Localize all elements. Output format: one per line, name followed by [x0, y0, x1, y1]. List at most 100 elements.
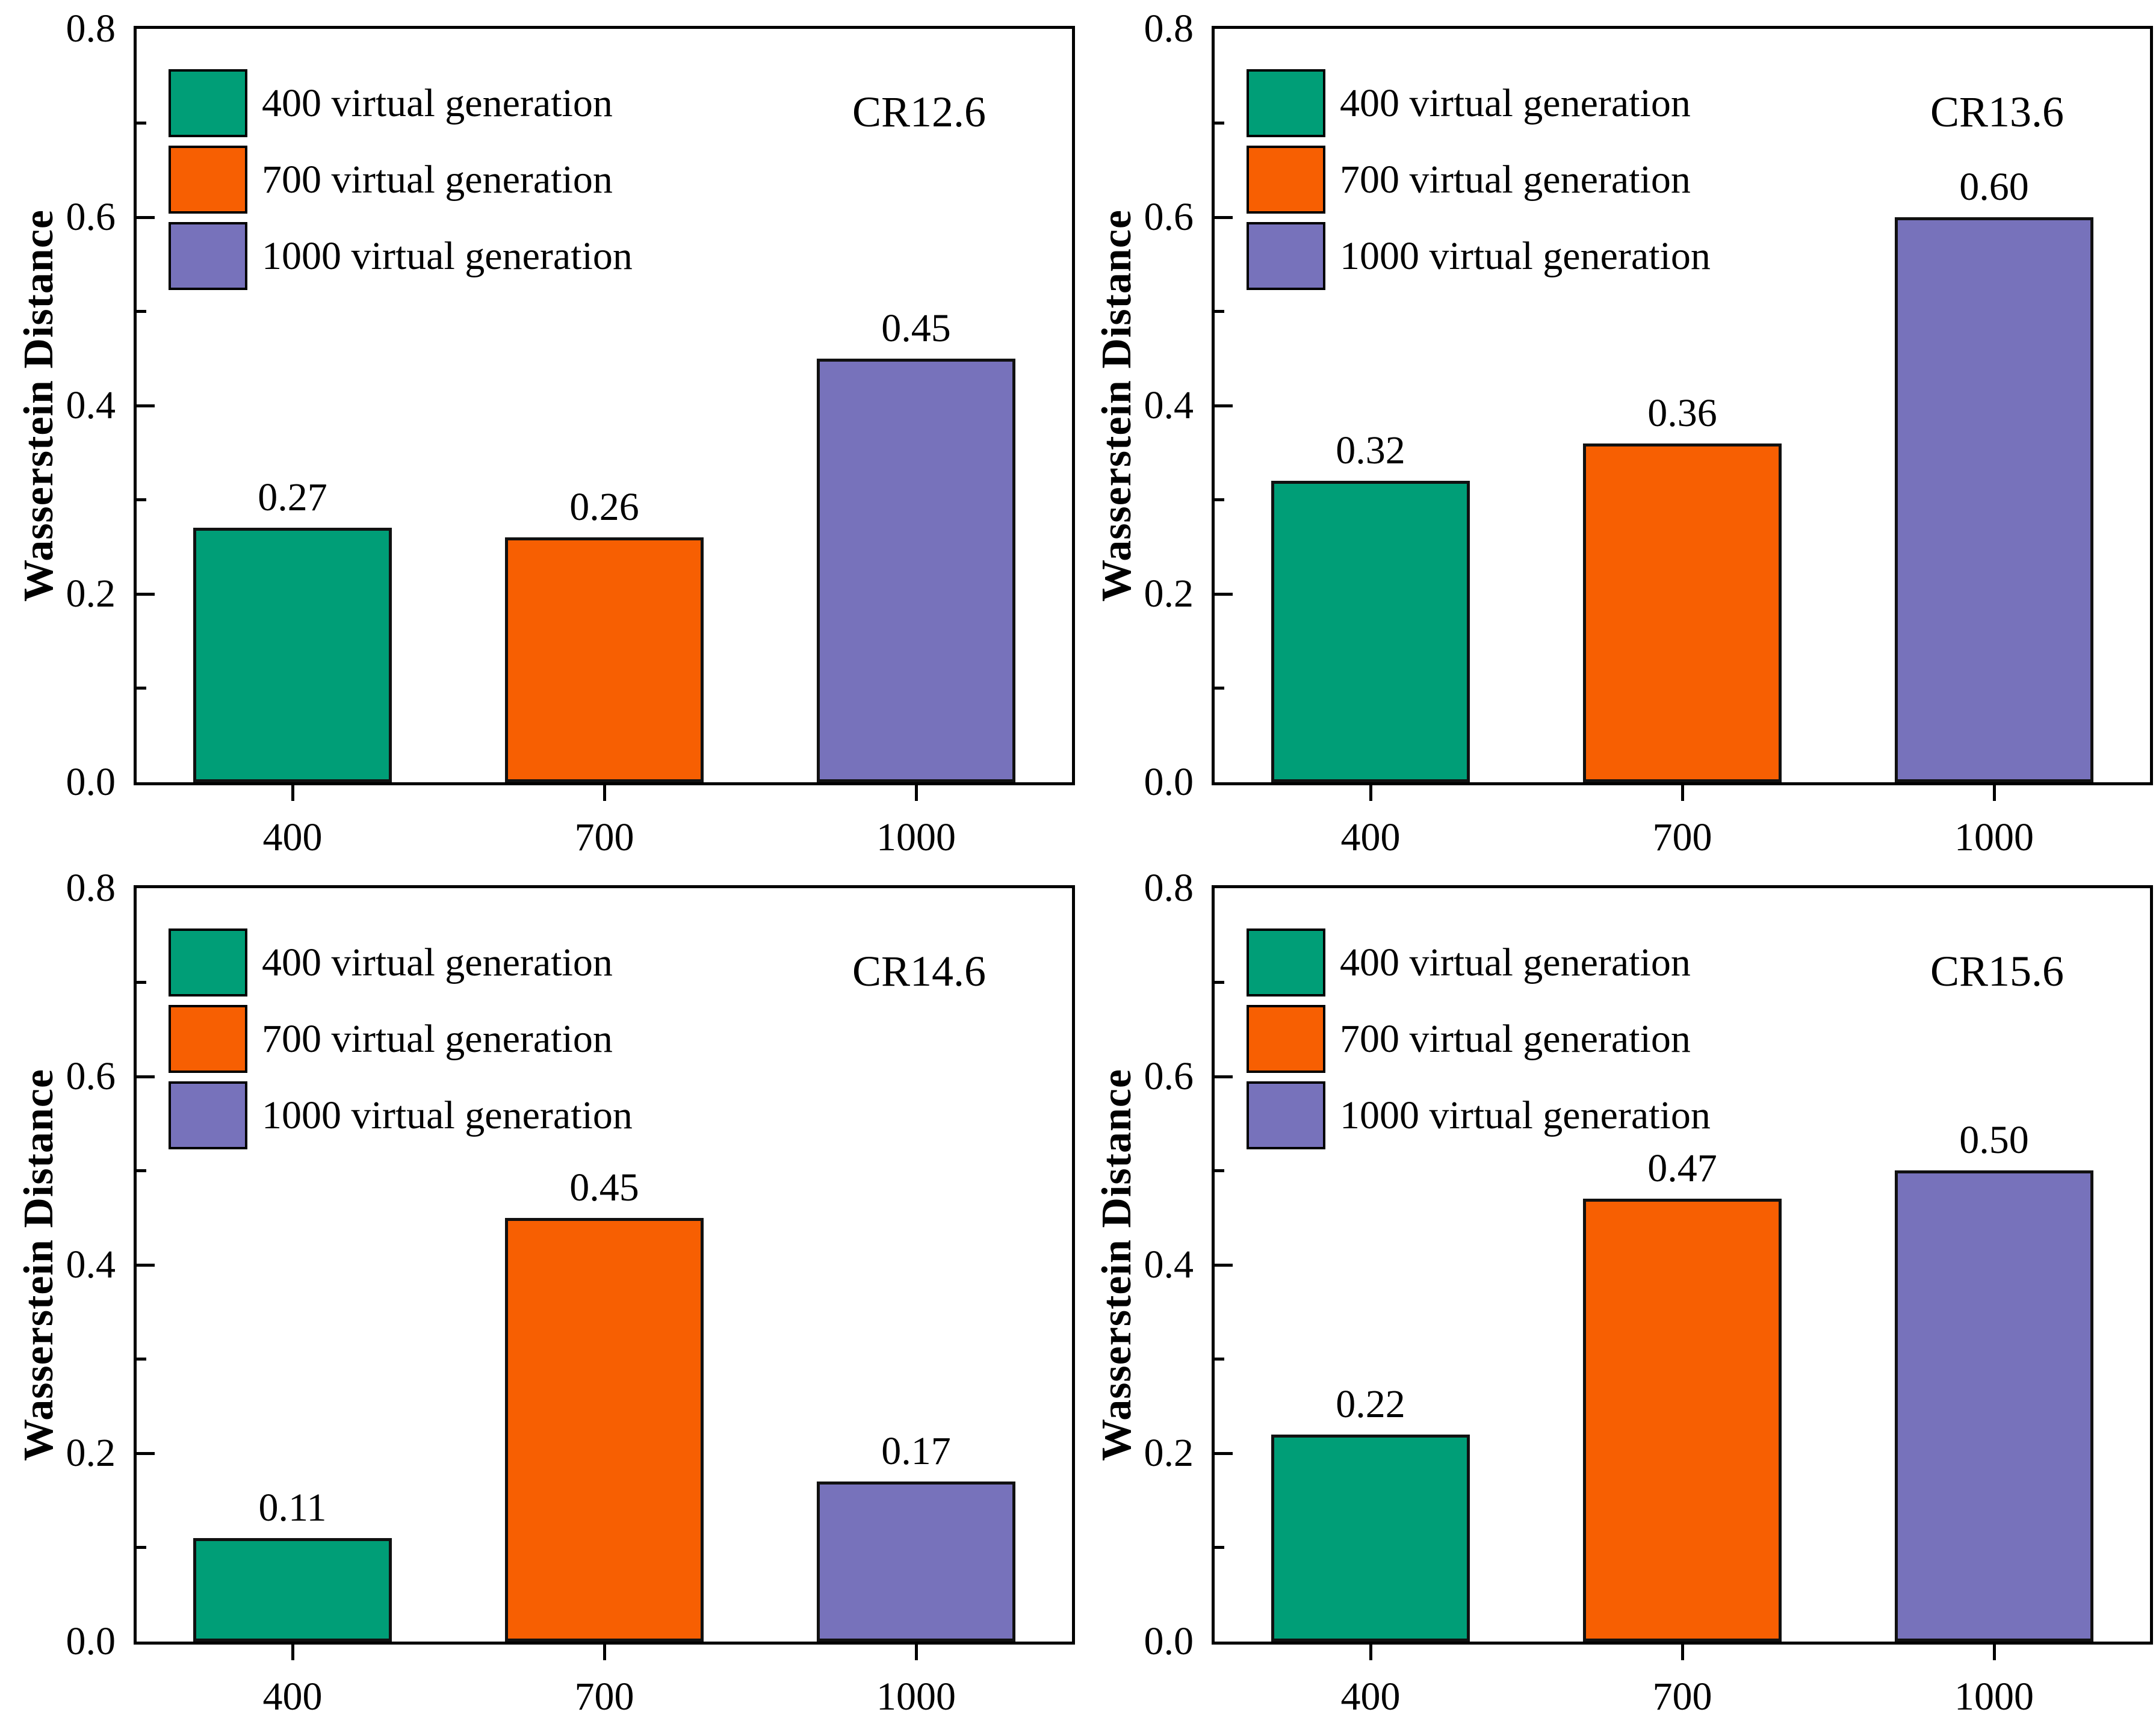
y-minor-tick [1215, 687, 1224, 690]
legend-color-swatch [1247, 146, 1325, 214]
y-minor-tick [1215, 1169, 1224, 1172]
legend-item-label: 1000 virtual generation [262, 233, 633, 278]
legend-item: 1000 virtual generation [169, 1081, 633, 1149]
y-tick-label: 0.8 [1144, 866, 1194, 910]
legend: 400 virtual generation 700 virtual genera… [1247, 69, 1711, 290]
panel-label: CR15.6 [1930, 947, 2065, 995]
legend-color-swatch [169, 928, 247, 996]
bar-value-label: 0.26 [569, 485, 639, 529]
bar-value-label: 0.50 [1959, 1118, 2029, 1162]
y-minor-tick [137, 310, 146, 313]
legend-color-swatch [169, 1005, 247, 1073]
bar-value-label: 0.11 [258, 1486, 327, 1530]
x-tick-label: 1000 [1954, 1675, 2034, 1719]
bar-400 [1271, 481, 1470, 782]
legend-item-label: 700 virtual generation [262, 1016, 613, 1061]
y-tick-label: 0.6 [1144, 195, 1194, 239]
y-major-tick [137, 592, 155, 596]
chart-panel-cr12.6: Wasserstein Distance 0.0 0.2 0.4 0.6 0.8 0.27 4… [0, 0, 1078, 859]
legend-item-label: 400 virtual generation [262, 81, 613, 125]
legend: 400 virtual generation 700 virtual genera… [169, 69, 633, 290]
bar-value-label: 0.45 [881, 306, 951, 350]
legend-item-label: 700 virtual generation [1340, 1016, 1691, 1061]
y-tick-label: 0.4 [66, 1243, 116, 1287]
y-major-tick [1215, 1451, 1233, 1455]
x-tick [1992, 1645, 1996, 1660]
legend-item: 700 virtual generation [169, 1005, 633, 1073]
panel-label: CR14.6 [852, 947, 987, 995]
x-tick-label: 700 [574, 815, 634, 859]
bar-1000 [1895, 1170, 2093, 1642]
x-tick [603, 785, 606, 801]
x-tick-label: 400 [262, 1675, 323, 1719]
legend-item: 400 virtual generation [169, 69, 633, 137]
legend-item-label: 700 virtual generation [262, 157, 613, 202]
y-major-tick [137, 215, 155, 219]
y-minor-tick [1215, 981, 1224, 984]
bar-value-label: 0.36 [1647, 391, 1717, 435]
x-tick-label: 400 [262, 815, 323, 859]
y-tick-label: 0.0 [1144, 760, 1194, 804]
y-tick-label: 0.0 [66, 760, 116, 804]
y-minor-tick [1215, 1546, 1224, 1549]
y-minor-tick [137, 498, 146, 501]
plot-area: Wasserstein Distance 0.0 0.2 0.4 0.6 0.8 0.32 4… [1094, 7, 2153, 859]
bar-value-label: 0.32 [1336, 428, 1405, 472]
x-tick [1681, 785, 1684, 801]
y-tick-label: 0.2 [1144, 572, 1194, 616]
panel-label: CR12.6 [852, 88, 987, 136]
bar-value-label: 0.45 [569, 1166, 639, 1210]
legend-color-swatch [169, 1081, 247, 1149]
legend-item: 700 virtual generation [1247, 1005, 1711, 1073]
x-tick [291, 1645, 294, 1660]
bar-value-label: 0.27 [258, 475, 327, 519]
legend-color-swatch [1247, 222, 1325, 290]
x-tick [1681, 1645, 1684, 1660]
chart-panel-cr14.6: Wasserstein Distance 0.0 0.2 0.4 0.6 0.8 0.11 4… [0, 859, 1078, 1719]
bar-value-label: 0.60 [1959, 165, 2029, 209]
y-tick-label: 0.2 [66, 1431, 116, 1475]
y-major-tick [137, 404, 155, 407]
legend-item-label: 1000 virtual generation [1340, 233, 1711, 278]
legend-item-label: 1000 virtual generation [1340, 1093, 1711, 1137]
legend-item-label: 1000 virtual generation [262, 1093, 633, 1137]
bar-1000 [1895, 217, 2093, 782]
legend-item: 1000 virtual generation [1247, 1081, 1711, 1149]
y-minor-tick [1215, 122, 1224, 125]
bar-700 [1583, 443, 1782, 782]
y-tick-label: 0.4 [66, 383, 116, 427]
bar-400 [1271, 1435, 1470, 1642]
y-major-tick [137, 1263, 155, 1267]
x-tick [291, 785, 294, 801]
y-major-tick [1215, 404, 1233, 407]
legend-item: 400 virtual generation [1247, 69, 1711, 137]
y-tick-label: 0.0 [1144, 1619, 1194, 1663]
bar-400 [193, 1538, 392, 1642]
y-tick-label: 0.6 [66, 195, 116, 239]
x-tick-label: 1000 [1954, 815, 2034, 859]
y-minor-tick [137, 1546, 146, 1549]
x-tick-label: 700 [1652, 1675, 1712, 1719]
y-major-tick [1215, 592, 1233, 596]
y-minor-tick [137, 1169, 146, 1172]
legend-item: 700 virtual generation [169, 146, 633, 214]
y-minor-tick [137, 122, 146, 125]
x-tick-label: 400 [1340, 815, 1401, 859]
y-minor-tick [1215, 498, 1224, 501]
plot-area: Wasserstein Distance 0.0 0.2 0.4 0.6 0.8 0.27 4… [16, 7, 1075, 859]
legend-color-swatch [1247, 928, 1325, 996]
plot-area: Wasserstein Distance 0.0 0.2 0.4 0.6 0.8 0.11 4… [16, 866, 1075, 1719]
y-minor-tick [137, 981, 146, 984]
legend-color-swatch [169, 146, 247, 214]
y-tick-label: 0.4 [1144, 1243, 1194, 1287]
x-tick-label: 400 [1340, 1675, 1401, 1719]
legend-color-swatch [1247, 1005, 1325, 1073]
legend: 400 virtual generation 700 virtual genera… [1247, 928, 1711, 1149]
y-tick-label: 0.8 [1144, 7, 1194, 51]
legend-item-label: 400 virtual generation [1340, 940, 1691, 984]
chart-panel-cr13.6: Wasserstein Distance 0.0 0.2 0.4 0.6 0.8 0.32 4… [1078, 0, 2156, 859]
legend-color-swatch [1247, 1081, 1325, 1149]
y-tick-label: 0.8 [66, 7, 116, 51]
bar-1000 [817, 359, 1015, 782]
y-minor-tick [1215, 310, 1224, 313]
